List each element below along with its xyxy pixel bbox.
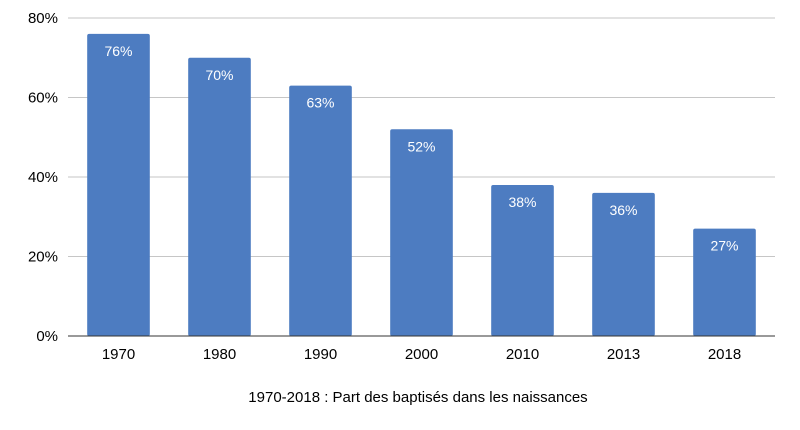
y-tick-label: 20% [28,249,58,266]
x-tick-label: 1990 [304,346,337,363]
bar-2013 [592,192,655,336]
bar-2000 [390,129,453,336]
data-label: 52% [407,138,435,154]
y-tick-label: 60% [28,90,58,107]
x-tick-label: 1980 [203,346,236,363]
data-label: 38% [508,194,536,210]
x-axis-title: 1970-2018 : Part des baptisés dans les n… [248,389,587,406]
y-tick-label: 0% [36,328,58,345]
x-tick-label: 2000 [405,346,438,363]
y-tick-label: 40% [28,169,58,186]
labels: 0% 20% 40% 60% 80% 76% 1970 70% 1980 63% 1990 52% 20… [28,10,741,363]
x-tick-label: 2018 [708,346,741,363]
bar-2010 [491,184,554,336]
y-tick-label: 80% [28,10,58,27]
bar-1970 [87,33,150,337]
data-label: 76% [104,43,132,59]
bar-1980 [188,57,251,336]
x-tick-label: 1970 [102,346,135,363]
data-label: 63% [306,95,334,111]
bars [87,33,756,337]
x-tick-label: 2010 [506,346,539,363]
bar-2018 [693,228,756,336]
data-label: 27% [710,238,738,254]
data-label: 36% [609,202,637,218]
data-label: 70% [205,67,233,83]
x-tick-label: 2013 [607,346,640,363]
bar-1990 [289,85,352,336]
